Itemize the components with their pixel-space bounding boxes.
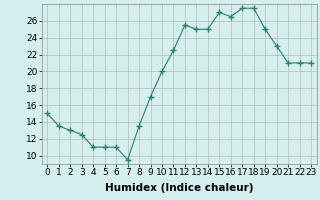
X-axis label: Humidex (Indice chaleur): Humidex (Indice chaleur) (105, 183, 253, 193)
